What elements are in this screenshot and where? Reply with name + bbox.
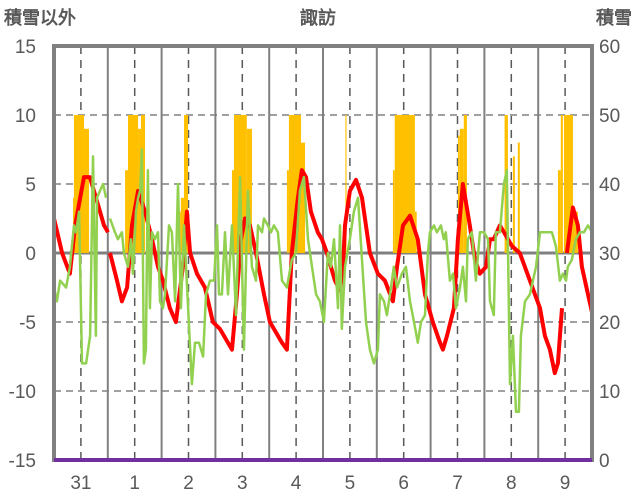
snow-bar <box>180 197 185 253</box>
x-tick-label: 31 <box>70 473 91 494</box>
snow-bar <box>231 170 235 253</box>
snow-bar <box>572 211 578 253</box>
right-axis-title: 積雪 <box>595 7 632 28</box>
y2-tick-label: 30 <box>599 244 620 265</box>
y-tick-label: 10 <box>15 106 36 127</box>
snow-bar <box>392 170 395 253</box>
snow-bar <box>560 115 563 253</box>
x-tick-label: 4 <box>291 473 302 494</box>
snow-bar <box>73 115 85 253</box>
x-tick-label: 2 <box>183 473 194 494</box>
x-tick-label: 1 <box>129 473 140 494</box>
y2-tick-label: 10 <box>599 382 620 403</box>
y2-tick-label: 60 <box>599 37 620 58</box>
x-tick-label: 8 <box>506 473 517 494</box>
chart-title: 諏訪 <box>300 7 336 28</box>
snow-bar <box>512 156 515 253</box>
snow-bar <box>286 170 289 253</box>
x-tick-label: 7 <box>452 473 463 494</box>
y-tick-label: 15 <box>15 37 36 58</box>
left-axis-title: 積雪以外 <box>3 7 76 28</box>
snow-bar <box>463 115 467 253</box>
y-tick-label: -10 <box>9 382 36 403</box>
snow-bar <box>84 128 89 253</box>
x-tick-label: 5 <box>345 473 356 494</box>
snow-bar <box>184 115 189 253</box>
y2-tick-label: 0 <box>599 451 610 472</box>
green-series <box>52 148 594 413</box>
snow-bar <box>345 115 347 253</box>
snow-bar <box>557 170 561 253</box>
snow-bar <box>246 128 252 253</box>
plot-frame <box>52 44 594 462</box>
y-tick-label: -15 <box>9 451 36 472</box>
x-tick-label: 9 <box>560 473 571 494</box>
x-tick-label: 3 <box>237 473 248 494</box>
snow-bar <box>457 135 460 253</box>
y-tick-label: 0 <box>25 244 36 265</box>
y-tick-label: 5 <box>25 175 36 196</box>
snow-bar <box>301 142 306 253</box>
snow-bar <box>563 115 573 253</box>
x-tick-label: 6 <box>398 473 409 494</box>
y2-tick-label: 50 <box>599 106 620 127</box>
snow-bar <box>125 170 128 253</box>
y2-tick-label: 40 <box>599 175 620 196</box>
y-tick-label: -5 <box>19 313 36 334</box>
snow-bar <box>394 115 415 253</box>
y2-tick-label: 20 <box>599 313 620 334</box>
snow-bar <box>127 115 139 253</box>
snow-bar <box>517 142 520 253</box>
